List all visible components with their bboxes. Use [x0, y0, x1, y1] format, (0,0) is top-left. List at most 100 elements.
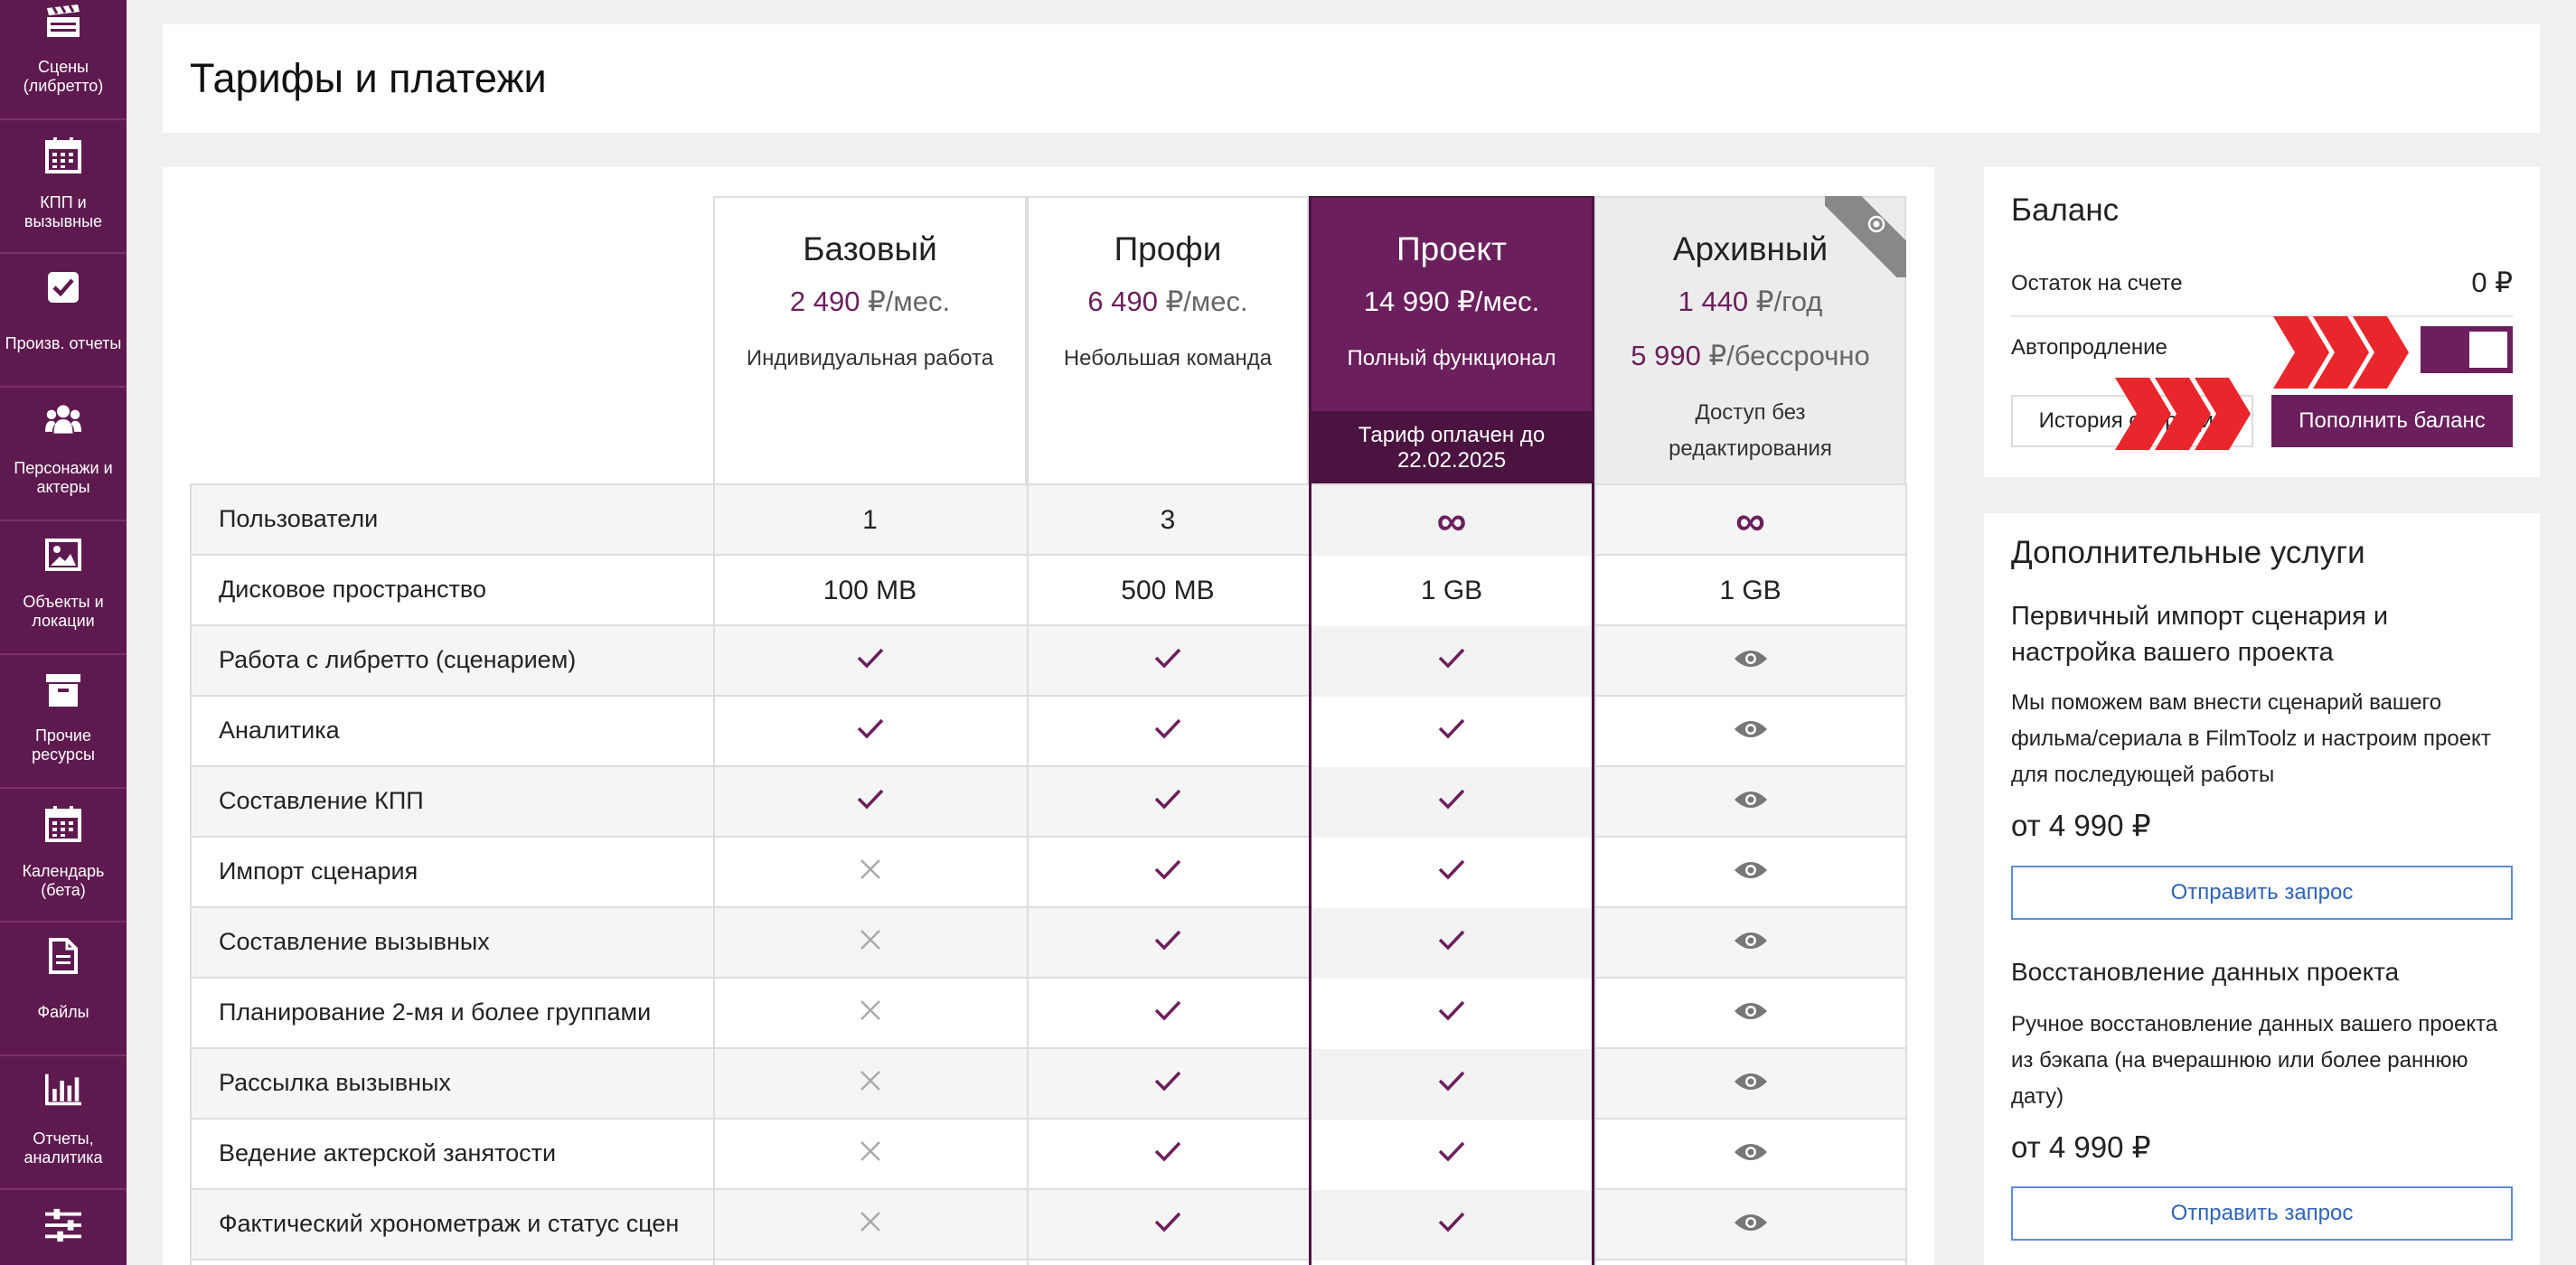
service-description: Ручное восстановление данных вашего прое…: [2011, 1012, 2498, 1109]
check-icon: [856, 646, 885, 677]
feature-value: [713, 1190, 1027, 1260]
feature-value: [1309, 1120, 1594, 1190]
plan-price: 14 990 ₽/мес.: [1363, 286, 1540, 317]
sidebar-item-resources[interactable]: Прочие ресурсы: [0, 656, 127, 789]
services-panel: Дополнительные услуги Первичный импорт с…: [1984, 513, 2540, 1265]
plan-price-lifetime: 5 990 ₽/бессрочно: [1631, 340, 1870, 371]
clapperboard-icon: [45, 4, 81, 40]
feature-value: [1027, 626, 1309, 697]
sidebar-item-settings[interactable]: [0, 1191, 127, 1265]
feature-value: [1309, 697, 1594, 767]
feature-value: [1027, 979, 1309, 1049]
eye-icon: [1734, 787, 1768, 818]
sidebar-item-kpp[interactable]: КПП и вызывные: [0, 121, 127, 254]
service-description: Мы поможем вам внести сценарий вашего фи…: [2011, 690, 2491, 787]
toggle-knob: [2469, 332, 2507, 368]
feature-row: Пользователи 1 3 ∞ ∞: [190, 485, 1907, 556]
feature-value: 3: [1160, 505, 1176, 535]
sidebar-item-scenes[interactable]: Сцены (либретто): [0, 0, 127, 120]
plan-pro: Профи 6 490 ₽/мес. Небольшая команда: [1027, 196, 1309, 485]
paid-until-note: Тариф оплачен до 22.02.2025: [1311, 411, 1593, 485]
autorenew-label: Автопродление: [2011, 335, 2167, 360]
feature-value: [713, 838, 1027, 908]
feature-value: [1309, 908, 1594, 979]
feature-row: Аналитика: [190, 697, 1907, 767]
send-request-button[interactable]: Отправить запрос: [2011, 866, 2513, 920]
feature-value: [1309, 838, 1594, 908]
send-request-button[interactable]: Отправить запрос: [2011, 1186, 2513, 1241]
sidebar-item-analytics[interactable]: Отчеты, аналитика: [0, 1057, 127, 1190]
service-name: Первичный импорт сценария и настройка ва…: [2011, 602, 2389, 667]
feature-value: [1309, 1190, 1594, 1260]
sidebar-item-label: КПП и вызывные: [24, 193, 103, 230]
eye-icon: [1734, 717, 1768, 747]
autorenew-toggle[interactable]: [2421, 326, 2513, 373]
sidebar-item-characters[interactable]: Персонажи и актеры: [0, 389, 127, 521]
remaining-label: Остаток на счете: [2011, 271, 2183, 295]
eye-icon: [1734, 1210, 1768, 1241]
feature-name: Аналитика: [219, 717, 340, 744]
feature-value: [1594, 908, 1906, 979]
sidebar-item-label: Отчеты, аналитика: [24, 1129, 103, 1167]
feature-value: [713, 908, 1027, 979]
sidebar-item-label: Сцены (либретто): [23, 58, 104, 95]
eye-icon: [1734, 998, 1768, 1029]
feature-value: [1594, 1190, 1906, 1260]
plan-name: Базовый: [803, 230, 937, 267]
plan-description: Небольшая команда: [1063, 346, 1273, 370]
feature-value: [1594, 626, 1906, 697]
feature-row: Планирование 2-мя и более группами: [190, 979, 1907, 1049]
feature-value: [1594, 838, 1906, 908]
service-price: от 4 990 ₽: [2011, 1130, 2151, 1164]
feature-value: [1594, 979, 1906, 1049]
feature-row: Составление вызывных: [190, 908, 1907, 979]
sidebar-item-locations[interactable]: Объекты и локации: [0, 522, 127, 655]
feature-value: [1027, 1190, 1309, 1260]
check-icon: [1153, 717, 1182, 747]
cross-icon: [859, 998, 882, 1029]
check-icon: [1437, 787, 1466, 818]
sidebar-item-label: Объекты и локации: [23, 593, 104, 630]
top-up-button[interactable]: Пополнить баланс: [2271, 395, 2513, 447]
feature-value: 1: [862, 505, 878, 535]
feature-value: [1309, 979, 1594, 1049]
service-name: Восстановление данных проекта: [2011, 958, 2400, 986]
feature-value: [1027, 1049, 1309, 1120]
feature-row: Ведение актерской занятости: [190, 1120, 1907, 1190]
sidebar-item-files[interactable]: Файлы: [0, 923, 127, 1056]
check-icon: [856, 787, 885, 818]
infinity-value: ∞: [1735, 497, 1765, 544]
feature-value: [713, 767, 1027, 838]
check-icon: [1437, 717, 1466, 747]
check-icon: [1437, 1069, 1466, 1100]
column-divider: [1594, 485, 1596, 1265]
sidebar-item-calendar[interactable]: Календарь (бета): [0, 790, 127, 923]
archive-corner-ribbon: [1825, 196, 1906, 277]
sidebar-item-reports[interactable]: Произв. отчеты: [0, 255, 127, 388]
image-icon: [45, 537, 81, 573]
feature-name: Рассылка вызывных: [219, 1069, 451, 1096]
check-icon: [1153, 1139, 1182, 1170]
cross-icon: [859, 857, 882, 888]
feature-row: Дисковое пространство 100 MB 500 MB 1 GB 1 G…: [190, 556, 1907, 626]
infinity-value: ∞: [1436, 497, 1467, 544]
feature-value: [1594, 1120, 1906, 1190]
feature-name: Дисковое пространство: [219, 576, 486, 603]
feature-value: [713, 1049, 1027, 1120]
cross-icon: [859, 928, 882, 959]
feature-row: Импорт сценария: [190, 838, 1907, 908]
plan-description: Полный функционал: [1347, 346, 1556, 370]
feature-value: [1309, 1049, 1594, 1120]
feature-value: 1 GB: [1719, 576, 1782, 605]
column-divider: [190, 485, 192, 1265]
page-header: Тарифы и платежи: [163, 24, 2540, 133]
cross-icon: [859, 1139, 882, 1170]
divider: [2011, 315, 2513, 317]
check-icon: [1437, 1139, 1466, 1170]
checkbox-icon: [45, 269, 81, 305]
plan-name: Проект: [1396, 230, 1507, 267]
feature-value: [1027, 697, 1309, 767]
feature-value: [713, 1120, 1027, 1190]
feature-value: [713, 979, 1027, 1049]
plan-description: Доступ без редактирования: [1669, 400, 1832, 461]
